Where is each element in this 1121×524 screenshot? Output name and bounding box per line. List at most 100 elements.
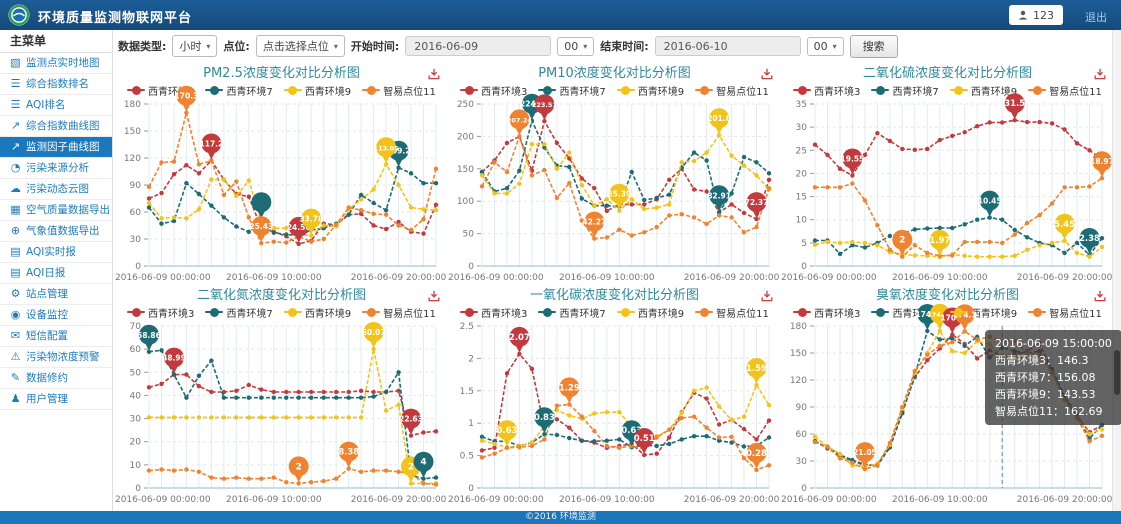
- sidebar-item-3[interactable]: ☰ AQI排名: [0, 95, 112, 116]
- svg-text:2016-06-09 10:00:00: 2016-06-09 10:00:00: [226, 495, 322, 505]
- sidebar-item-4[interactable]: ↗ 综合指数曲线图: [0, 116, 112, 137]
- sidebar-item-10[interactable]: ▤ AQI实时报: [0, 242, 112, 263]
- download-chart-icon[interactable]: [761, 287, 773, 306]
- vertical-scrollbar[interactable]: [1112, 30, 1121, 511]
- chart-plot-area[interactable]: 0 30 60 90 120 150 180 2016-06-09 00:00:00 2016-…: [115, 85, 448, 284]
- legend-label: 西青环境7: [892, 308, 939, 320]
- legend-item[interactable]: 西青环境7: [538, 83, 606, 98]
- user-badge[interactable]: 123: [1009, 5, 1063, 25]
- legend-item[interactable]: 智易点位11: [362, 305, 436, 320]
- svg-text:2016-06-09 20:00:00: 2016-06-09 20:00:00: [351, 273, 447, 283]
- download-chart-icon[interactable]: [428, 65, 440, 84]
- legend-marker-icon: [616, 307, 635, 317]
- minmax-pin: [251, 192, 272, 219]
- legend-label: 西青环境7: [226, 86, 273, 98]
- chart-plot-area[interactable]: 0 10 20 30 40 50 60 70 2016-06-09 00:00:00 2016-0…: [115, 320, 448, 506]
- sidebar-item-8[interactable]: ▦ 空气质量数据导出: [0, 200, 112, 221]
- sidebar-item-2[interactable]: ☰ 综合指数排名: [0, 74, 112, 95]
- legend-item[interactable]: 智易点位11: [362, 83, 436, 98]
- sidebar-item-15[interactable]: ⚠ 污染物浓度预警: [0, 347, 112, 368]
- legend-item[interactable]: 西青环境3: [793, 83, 860, 98]
- svg-text:85.39: 85.39: [607, 190, 631, 199]
- minmax-pin: 2: [892, 229, 913, 256]
- sidebar-item-12[interactable]: ⚙ 站点管理: [0, 284, 112, 305]
- legend-label: 西青环境3: [814, 308, 861, 320]
- svg-text:20: 20: [130, 438, 142, 448]
- svg-text:2016-06-09 00:00:00: 2016-06-09 00:00:00: [781, 495, 877, 505]
- legend-item[interactable]: 西青环境9: [949, 83, 1018, 98]
- legend-item[interactable]: 智易点位11: [1028, 83, 1102, 98]
- svg-text:1.59: 1.59: [746, 364, 767, 374]
- search-button[interactable]: 搜索: [849, 34, 898, 58]
- logout-link[interactable]: 退出: [1085, 11, 1107, 24]
- sidebar-item-5[interactable]: ↗ 监测因子曲线图: [0, 137, 112, 158]
- sidebar-item-13[interactable]: ◉ 设备监控: [0, 305, 112, 326]
- legend-item[interactable]: 智易点位11: [695, 305, 769, 320]
- sidebar-item-label: 污染物浓度预警: [26, 351, 100, 363]
- svg-text:10: 10: [796, 216, 808, 226]
- legend-item[interactable]: 西青环境3: [127, 83, 194, 98]
- download-chart-icon[interactable]: [1094, 287, 1106, 306]
- legend-label: 西青环境7: [226, 308, 273, 320]
- legend-item[interactable]: 西青环境9: [949, 305, 1017, 320]
- sidebar-item-16[interactable]: ✎ 数据修约: [0, 368, 112, 389]
- end-date-input[interactable]: 2016-06-10: [654, 36, 801, 56]
- minmax-pin: 72.37: [745, 192, 768, 219]
- charts-grid: PM2.5浓度变化对比分析图 西青环境3 西青环境7 西青环境9 智易点位11 0 30 60…: [115, 62, 1121, 506]
- legend-item[interactable]: 西青环境9: [616, 83, 684, 98]
- start-hour-select[interactable]: 00 ▾: [557, 36, 595, 56]
- data-type-select[interactable]: 小时 ▾: [172, 35, 218, 57]
- sidebar-item-6[interactable]: ◔ 污染来源分析: [0, 158, 112, 179]
- svg-text:2: 2: [408, 462, 414, 472]
- minmax-pin: 10.45: [978, 190, 1002, 217]
- legend-label: 西青环境9: [970, 86, 1018, 98]
- sidebar-item-9[interactable]: ⊕ 气象值数据导出: [0, 221, 112, 242]
- chart-plot-area[interactable]: 0 5 10 15 20 25 30 35 2016-06-09 00:00:00 2016-06…: [781, 93, 1114, 284]
- chart-plot-area[interactable]: 0 50 100 150 200 250 2016-06-09 00:00:00 2016-0…: [448, 93, 781, 284]
- legend-item[interactable]: 西青环境7: [538, 305, 606, 320]
- svg-text:0.28: 0.28: [746, 449, 767, 459]
- minmax-pin: 48.99: [162, 347, 186, 374]
- legend-item[interactable]: 西青环境3: [460, 83, 527, 98]
- svg-text:2016-06-09 00:00:00: 2016-06-09 00:00:00: [781, 273, 877, 283]
- legend-item[interactable]: 西青环境7: [871, 83, 939, 98]
- legend-item[interactable]: 西青环境3: [127, 305, 194, 320]
- chart-card-5: 一氧化碳浓度变化对比分析图 西青环境3 西青环境7 西青环境9 智易点位11 0 0.5 1 1…: [448, 284, 781, 506]
- minmax-pin: 113.05: [374, 137, 399, 164]
- legend-marker-icon: [460, 85, 479, 95]
- legend-item[interactable]: 西青环境7: [205, 83, 273, 98]
- svg-text:50: 50: [463, 230, 475, 240]
- sidebar-item-11[interactable]: ▤ AQI日报: [0, 263, 112, 284]
- sidebar-item-17[interactable]: ♟ 用户管理: [0, 389, 112, 410]
- legend-item[interactable]: 智易点位11: [1028, 305, 1102, 320]
- legend-item[interactable]: 西青环境9: [283, 83, 351, 98]
- legend-item[interactable]: 西青环境9: [616, 305, 684, 320]
- sidebar-item-1[interactable]: ▧ 监测点实时地图: [0, 53, 112, 74]
- legend-label: 西青环境3: [148, 308, 195, 320]
- site-select[interactable]: 点击选择点位 ▾: [255, 35, 345, 57]
- user-icon: ♟: [10, 392, 21, 405]
- svg-text:1.97: 1.97: [929, 236, 950, 246]
- download-chart-icon[interactable]: [428, 287, 440, 306]
- sidebar-item-7[interactable]: ☁ 污染动态云图: [0, 179, 112, 200]
- chart-card-2: PM10浓度变化对比分析图 西青环境3 西青环境7 西青环境9 智易点位11 0 50 100…: [448, 62, 781, 284]
- legend-marker-icon: [205, 85, 224, 95]
- legend-item[interactable]: 西青环境3: [793, 305, 860, 320]
- download-chart-icon[interactable]: [1094, 65, 1106, 84]
- legend-item[interactable]: 西青环境3: [460, 305, 527, 320]
- end-hour-select[interactable]: 00 ▾: [806, 36, 844, 56]
- svg-text:31.5: 31.5: [1004, 99, 1025, 109]
- svg-text:2.07: 2.07: [509, 333, 530, 343]
- svg-text:2016-06-09 20:00:00: 2016-06-09 20:00:00: [1017, 495, 1113, 505]
- legend-item[interactable]: 西青环境7: [871, 305, 939, 320]
- svg-text:180: 180: [790, 322, 807, 332]
- legend-label: 智易点位11: [1049, 308, 1102, 320]
- start-date-input[interactable]: 2016-06-09: [405, 36, 552, 56]
- legend-marker-icon: [460, 307, 479, 317]
- download-chart-icon[interactable]: [761, 65, 773, 84]
- sidebar-item-14[interactable]: ✉ 短信配置: [0, 326, 112, 347]
- legend-item[interactable]: 西青环境9: [283, 305, 351, 320]
- legend-item[interactable]: 智易点位11: [695, 83, 769, 98]
- legend-item[interactable]: 西青环境7: [205, 305, 273, 320]
